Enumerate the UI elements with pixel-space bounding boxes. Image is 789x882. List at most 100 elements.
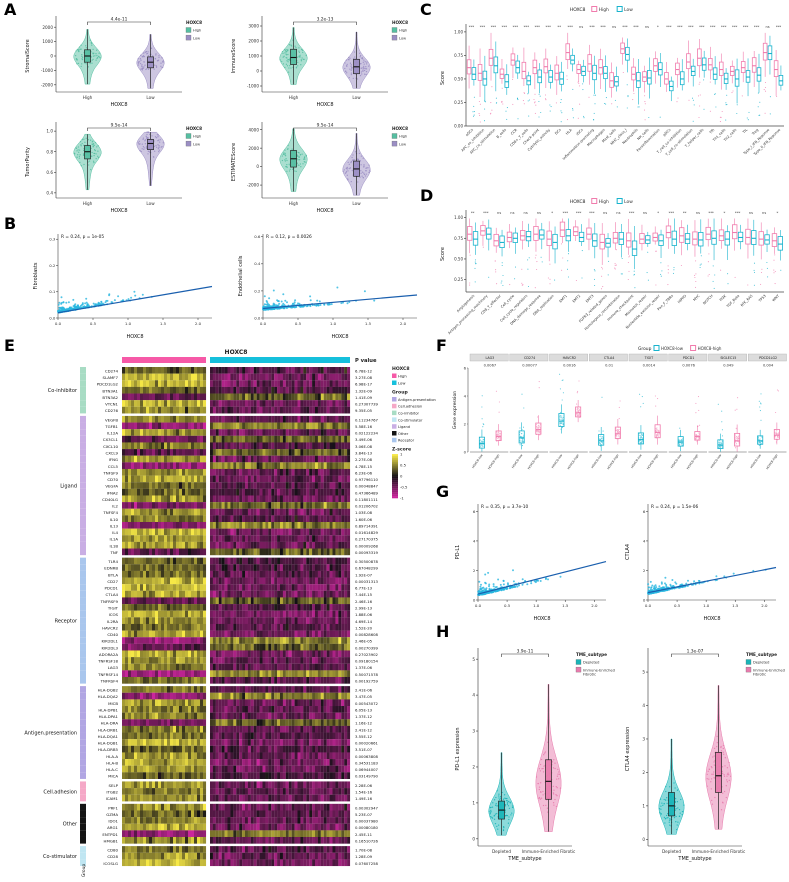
svg-text:***: ***: [666, 25, 672, 29]
svg-text:-1000: -1000: [41, 68, 54, 73]
svg-text:StromalScore: StromalScore: [25, 39, 31, 72]
svg-text:CD274: CD274: [105, 368, 119, 373]
svg-text:Endothelial cells: Endothelial cells: [238, 255, 244, 296]
panel-A2: -1000 0 1000 2000 3000 ImmuneScore High Low HOXC…: [228, 6, 428, 114]
svg-text:IL1B: IL1B: [110, 543, 119, 548]
svg-text:Low: Low: [193, 36, 200, 40]
svg-text:2000: 2000: [248, 146, 259, 151]
svg-text:***: ***: [776, 25, 782, 29]
svg-text:R = 0.24, p = 1e-05: R = 0.24, p = 1e-05: [61, 234, 104, 240]
svg-text:***: ***: [546, 25, 552, 29]
svg-text:HOXC8: HOXC8: [186, 126, 202, 131]
svg-text:1.41E-09: 1.41E-09: [355, 395, 373, 400]
svg-text:TNFSF9: TNFSF9: [102, 470, 118, 475]
svg-text:***: ***: [754, 25, 760, 29]
svg-text:0.11801111: 0.11801111: [355, 497, 379, 502]
panel-H1: 0 1 2 3 4 5 PD-L1 expression Depleted Immune-Enr…: [452, 636, 620, 880]
svg-text:High: High: [289, 95, 299, 100]
svg-text:***: ***: [633, 25, 639, 29]
svg-text:***: ***: [567, 25, 573, 29]
svg-text:CD70: CD70: [107, 477, 118, 482]
svg-text:ns: ns: [510, 211, 514, 215]
svg-text:0.00031313: 0.00031313: [355, 579, 379, 584]
svg-text:0.97796110: 0.97796110: [355, 477, 379, 482]
svg-text:***: ***: [535, 25, 541, 29]
svg-text:IL2: IL2: [112, 504, 118, 509]
svg-text:2.0: 2.0: [400, 321, 407, 326]
svg-text:HOXC8: HOXC8: [186, 20, 202, 25]
svg-text:HLA: HLA: [565, 127, 573, 135]
svg-text:BTN3A2: BTN3A2: [102, 395, 118, 400]
svg-text:9.5e-14: 9.5e-14: [111, 123, 128, 129]
svg-text:***: ***: [524, 25, 530, 29]
svg-text:1000: 1000: [42, 39, 53, 44]
svg-text:***: ***: [513, 25, 519, 29]
svg-text:0.2: 0.2: [254, 288, 261, 293]
svg-text:TGF_Beta: TGF_Beta: [725, 294, 740, 309]
svg-text:BTLA: BTLA: [108, 572, 118, 577]
svg-text:1.00: 1.00: [454, 215, 463, 220]
svg-text:ns: ns: [749, 211, 753, 215]
svg-text:WNT: WNT: [771, 293, 780, 302]
panel-label-a: A: [4, 0, 17, 19]
svg-text:HOXC8: HOXC8: [110, 208, 127, 214]
svg-text:ns: ns: [524, 211, 528, 215]
svg-text:0.27170375: 0.27170375: [355, 537, 379, 542]
svg-text:EDNRB: EDNRB: [104, 566, 118, 571]
svg-text:1.5: 1.5: [160, 321, 167, 326]
svg-text:9.35E-05: 9.35E-05: [355, 408, 373, 413]
svg-text:0.47366489: 0.47366489: [355, 490, 379, 495]
svg-text:PDCD1: PDCD1: [104, 586, 118, 591]
svg-text:CXCL10: CXCL10: [103, 444, 118, 449]
svg-text:B_cells: B_cells: [496, 128, 507, 139]
svg-text:TLR4: TLR4: [107, 559, 118, 564]
svg-text:TNF: TNF: [109, 550, 118, 555]
svg-text:Low: Low: [624, 7, 633, 13]
svg-text:Fibroblasts: Fibroblasts: [33, 262, 39, 289]
svg-text:1.0: 1.0: [330, 321, 337, 326]
svg-text:ns: ns: [765, 25, 769, 29]
svg-text:0.75: 0.75: [454, 53, 463, 58]
svg-text:IL4: IL4: [112, 530, 118, 535]
svg-text:EMT1: EMT1: [558, 294, 568, 304]
svg-text:***: ***: [677, 25, 683, 29]
svg-text:TIL: TIL: [741, 128, 748, 135]
svg-text:***: ***: [483, 211, 489, 215]
svg-text:6.98E-17: 6.98E-17: [355, 382, 373, 387]
svg-text:P value: P value: [355, 358, 377, 364]
svg-text:0.00: 0.00: [454, 124, 463, 129]
svg-text:ns: ns: [612, 25, 616, 29]
svg-text:HOXC8: HOXC8: [392, 126, 408, 131]
panel-C: 0.00 0.25 0.50 0.75 1.00 Score HOXC8 High Low ***…: [436, 4, 788, 194]
panel-label-f: F: [436, 336, 447, 355]
svg-text:***: ***: [710, 25, 716, 29]
svg-text:4.4e-11: 4.4e-11: [111, 17, 128, 23]
svg-text:***: ***: [669, 211, 675, 215]
panel-label-d: D: [420, 186, 434, 205]
svg-text:High: High: [399, 135, 407, 139]
svg-text:6.77E-13: 6.77E-13: [355, 586, 373, 591]
svg-text:1.5: 1.5: [365, 321, 372, 326]
svg-text:1.32E-09: 1.32E-09: [355, 388, 373, 393]
panel-label-b: B: [4, 214, 17, 233]
svg-text:ns: ns: [762, 211, 766, 215]
svg-text:0: 0: [256, 69, 259, 74]
svg-text:ImmuneScore: ImmuneScore: [231, 39, 237, 74]
svg-text:HOXC8: HOXC8: [570, 7, 586, 13]
svg-text:***: ***: [600, 25, 606, 29]
svg-text:High: High: [599, 7, 609, 13]
svg-text:Low: Low: [624, 199, 633, 205]
svg-text:HOXC8: HOXC8: [570, 199, 586, 205]
svg-text:iDCs: iDCs: [575, 128, 584, 137]
svg-text:EMT2: EMT2: [572, 294, 582, 304]
svg-text:***: ***: [721, 25, 727, 29]
svg-text:6.23E-06: 6.23E-06: [355, 470, 373, 475]
svg-text:HOXC8: HOXC8: [316, 102, 333, 108]
svg-text:***: ***: [735, 211, 741, 215]
svg-text:Low: Low: [352, 201, 361, 206]
svg-text:1.00: 1.00: [454, 29, 463, 34]
svg-text:CTLA4: CTLA4: [106, 592, 119, 597]
svg-text:aDCs: aDCs: [465, 128, 474, 137]
svg-text:IL10: IL10: [110, 517, 119, 522]
svg-text:9.5e-14: 9.5e-14: [317, 123, 334, 129]
